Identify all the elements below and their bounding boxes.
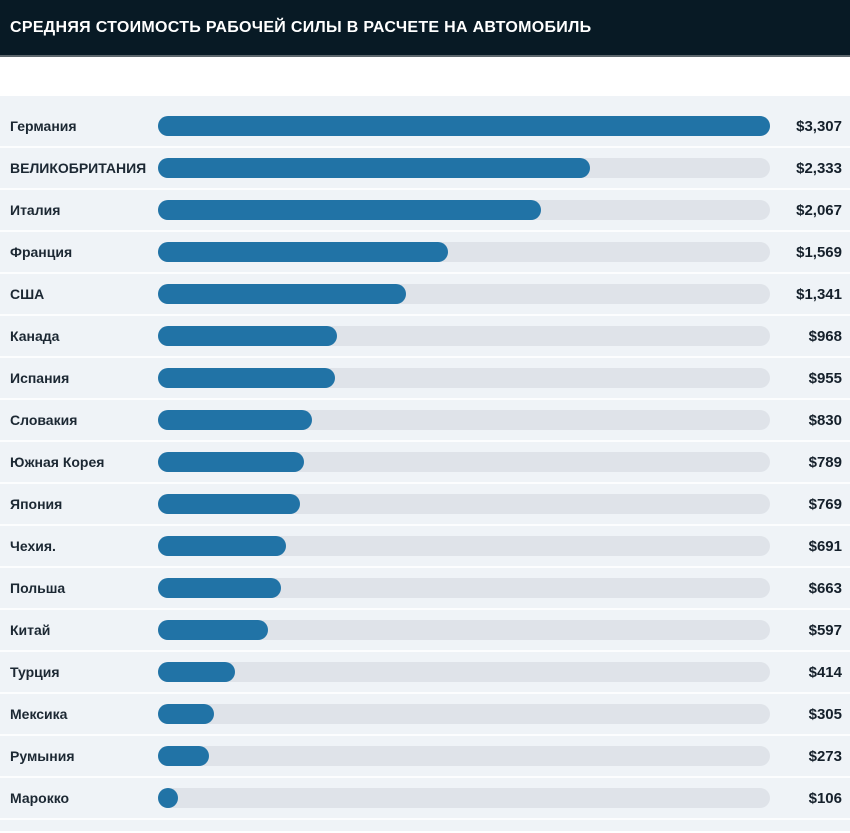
chart-row: Франция $1,569	[0, 232, 850, 274]
chart-row: Словакия $830	[0, 400, 850, 442]
bar-track	[158, 620, 770, 640]
value-label: $968	[808, 327, 842, 345]
bar-track	[158, 200, 770, 220]
value-label: $691	[808, 537, 842, 555]
country-label: Мексика	[10, 706, 68, 722]
chart-row: ВЕЛИКОБРИТАНИЯ $2,333	[0, 148, 850, 190]
chart-row: Канада $968	[0, 316, 850, 358]
bar-track	[158, 116, 770, 136]
value-label: $830	[808, 411, 842, 429]
chart-row: США $1,341	[0, 274, 850, 316]
chart-row: Мексика $305	[0, 694, 850, 736]
value-label: $1,341	[796, 285, 842, 303]
chart-row: Испания $955	[0, 358, 850, 400]
bar-track	[158, 494, 770, 514]
chart-header: СРЕДНЯЯ СТОИМОСТЬ РАБОЧЕЙ СИЛЫ В РАСЧЕТЕ…	[0, 0, 850, 57]
bar-track	[158, 536, 770, 556]
value-label: $414	[808, 663, 842, 681]
value-label: $3,307	[796, 117, 842, 135]
country-label: Южная Корея	[10, 454, 105, 470]
bar-track	[158, 368, 770, 388]
bar-fill	[158, 368, 335, 388]
country-label: Канада	[10, 328, 60, 344]
bar-track	[158, 788, 770, 808]
value-label: $789	[808, 453, 842, 471]
bar-track	[158, 242, 770, 262]
chart-row: Южная Корея $789	[0, 442, 850, 484]
chart-row: Италия $2,067	[0, 190, 850, 232]
value-label: $955	[808, 369, 842, 387]
bar-fill	[158, 116, 770, 136]
value-label: $305	[808, 705, 842, 723]
bar-fill	[158, 410, 312, 430]
value-label: $769	[808, 495, 842, 513]
bar-fill	[158, 788, 178, 808]
bar-fill	[158, 158, 590, 178]
value-label: $106	[808, 789, 842, 807]
bar-fill	[158, 662, 235, 682]
country-label: ВЕЛИКОБРИТАНИЯ	[10, 160, 147, 176]
bar-fill	[158, 452, 305, 472]
bar-track	[158, 284, 770, 304]
country-label: Германия	[10, 118, 77, 134]
country-label: Испания	[10, 370, 70, 386]
value-label: $2,333	[796, 159, 842, 177]
bar-fill	[158, 620, 269, 640]
bar-track	[158, 410, 770, 430]
chart-row: Чехия. $691	[0, 526, 850, 568]
chart-row: Германия $3,307	[0, 106, 850, 148]
value-label: $597	[808, 621, 842, 639]
header-gap	[0, 57, 850, 96]
country-label: Польша	[10, 580, 66, 596]
bar-chart: Германия $3,307 ВЕЛИКОБРИТАНИЯ $2,333 Ит…	[0, 96, 850, 831]
chart-row: Япония $769	[0, 484, 850, 526]
country-label: США	[10, 286, 45, 302]
chart-row: Турция $414	[0, 652, 850, 694]
country-label: Румыния	[10, 748, 75, 764]
bar-fill	[158, 200, 541, 220]
bar-fill	[158, 326, 338, 346]
bar-fill	[158, 536, 286, 556]
bar-track	[158, 662, 770, 682]
bar-fill	[158, 578, 281, 598]
chart-row: Румыния $273	[0, 736, 850, 778]
bar-track	[158, 326, 770, 346]
chart-row: Польша $663	[0, 568, 850, 610]
country-label: Марокко	[10, 790, 70, 806]
bar-fill	[158, 746, 209, 766]
country-label: Словакия	[10, 412, 78, 428]
country-label: Китай	[10, 622, 51, 638]
country-label: Япония	[10, 496, 63, 512]
bar-fill	[158, 284, 407, 304]
bar-track	[158, 578, 770, 598]
value-label: $273	[808, 747, 842, 765]
value-label: $1,569	[796, 243, 842, 261]
chart-row: Марокко $106	[0, 778, 850, 820]
chart-row: Китай $597	[0, 610, 850, 652]
bar-fill	[158, 494, 301, 514]
value-label: $663	[808, 579, 842, 597]
country-label: Чехия.	[10, 538, 56, 554]
bar-track	[158, 452, 770, 472]
chart-rows: Германия $3,307 ВЕЛИКОБРИТАНИЯ $2,333 Ит…	[0, 106, 850, 820]
chart-title: СРЕДНЯЯ СТОИМОСТЬ РАБОЧЕЙ СИЛЫ В РАСЧЕТЕ…	[10, 18, 592, 36]
country-label: Италия	[10, 202, 61, 218]
country-label: Турция	[10, 664, 60, 680]
value-label: $2,067	[796, 201, 842, 219]
bar-fill	[158, 704, 215, 724]
bar-track	[158, 158, 770, 178]
country-label: Франция	[10, 244, 73, 260]
bar-track	[158, 746, 770, 766]
bar-fill	[158, 242, 449, 262]
bar-track	[158, 704, 770, 724]
